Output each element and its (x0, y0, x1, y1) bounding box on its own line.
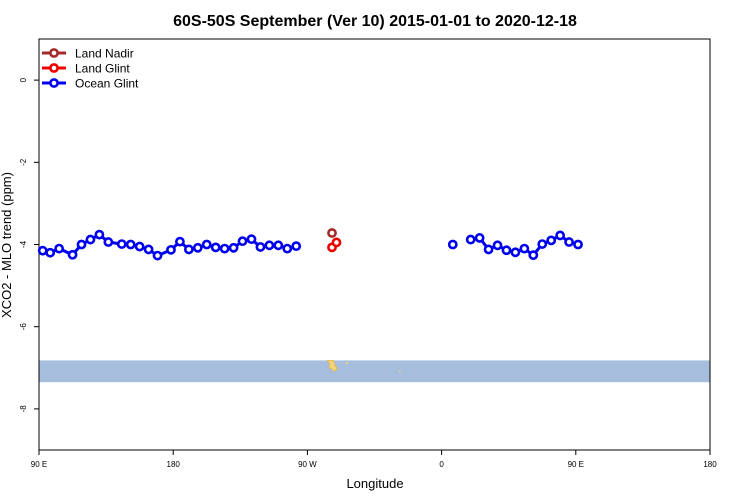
x-tick-label: 0 (439, 460, 444, 469)
legend-label: Land Glint (75, 62, 130, 76)
data-point-ocean-glint (201, 239, 212, 250)
data-point-ocean-glint (291, 241, 302, 252)
data-point-ocean-glint (67, 249, 78, 260)
data-point-ocean-glint (510, 247, 521, 258)
data-point-ocean-glint (546, 235, 557, 246)
latitude-band (39, 360, 710, 383)
legend-swatch-marker (49, 63, 59, 73)
land-island (399, 370, 401, 372)
data-point-ocean-glint (564, 237, 574, 247)
data-point-land-nadir (327, 228, 337, 238)
y-tick-label: -2 (19, 158, 28, 166)
data-point-ocean-glint (219, 243, 230, 254)
data-point-ocean-glint (192, 242, 203, 253)
data-point-ocean-glint (143, 244, 154, 255)
data-point-ocean-glint (255, 242, 266, 252)
data-point-ocean-glint (474, 233, 485, 243)
y-tick-label: -6 (19, 323, 28, 331)
x-tick-label: 180 (703, 460, 717, 469)
land-outline-south-america (326, 360, 338, 372)
data-point-ocean-glint (103, 237, 114, 247)
land-island (345, 362, 349, 364)
data-point-ocean-glint (483, 244, 494, 255)
data-point-land-glint (331, 237, 342, 248)
data-point-ocean-glint (175, 236, 185, 247)
series-land-glint (327, 237, 342, 253)
legend-item-land-nadir: Land Nadir (42, 47, 134, 61)
y-tick-label: 0 (19, 77, 28, 82)
series-line-ocean-glint (42, 233, 297, 258)
data-point-ocean-glint (264, 240, 275, 251)
data-point-ocean-glint (519, 243, 530, 254)
legend-item-ocean-glint: Ocean Glint (42, 77, 139, 91)
legend-swatch-marker (49, 78, 59, 88)
x-axis-label: Longitude (346, 476, 403, 491)
data-point-ocean-glint (528, 250, 539, 261)
series-ocean-glint (37, 229, 583, 261)
data-point-ocean-glint (210, 242, 221, 253)
data-point-ocean-glint (134, 241, 145, 252)
data-point-ocean-glint (94, 229, 105, 240)
data-point-ocean-glint (45, 247, 56, 258)
data-point-ocean-glint (492, 240, 503, 251)
data-point-ocean-glint (54, 243, 65, 254)
data-point-ocean-glint (76, 239, 87, 250)
data-point-ocean-glint (273, 240, 284, 251)
data-point-ocean-glint (537, 239, 548, 249)
data-point-ocean-glint (555, 230, 566, 241)
data-point-ocean-glint (85, 234, 96, 245)
data-point-ocean-glint (501, 245, 512, 256)
data-point-ocean-glint (183, 244, 194, 255)
legend-label: Land Nadir (75, 47, 134, 61)
data-point-ocean-glint (125, 239, 136, 250)
data-point-ocean-glint (166, 244, 176, 255)
data-point-ocean-glint (282, 243, 293, 254)
legend-label: Ocean Glint (75, 77, 139, 91)
data-point-ocean-glint (116, 239, 127, 249)
y-tick-label: -8 (19, 405, 28, 413)
x-tick-label: 90 E (568, 460, 584, 469)
data-point-ocean-glint (237, 236, 248, 247)
legend-item-land-glint: Land Glint (42, 62, 130, 76)
data-point-ocean-glint (573, 239, 583, 250)
y-axis-label: XCO2 - MLO trend (ppm) (0, 172, 14, 318)
data-point-ocean-glint (465, 234, 476, 245)
x-tick-label: 90 W (298, 460, 317, 469)
x-tick-label: 180 (167, 460, 181, 469)
y-tick-label: -4 (19, 240, 28, 248)
data-point-ocean-glint (447, 239, 458, 250)
data-point-ocean-glint (37, 245, 48, 256)
data-point-ocean-glint (228, 242, 239, 253)
legend-swatch-marker (49, 48, 59, 58)
data-point-ocean-glint (152, 250, 163, 261)
series-land-nadir (327, 228, 337, 238)
chart-title: 60S-50S September (Ver 10) 2015-01-01 to… (173, 13, 577, 30)
x-tick-label: 90 E (31, 460, 47, 469)
data-point-ocean-glint (246, 234, 257, 245)
